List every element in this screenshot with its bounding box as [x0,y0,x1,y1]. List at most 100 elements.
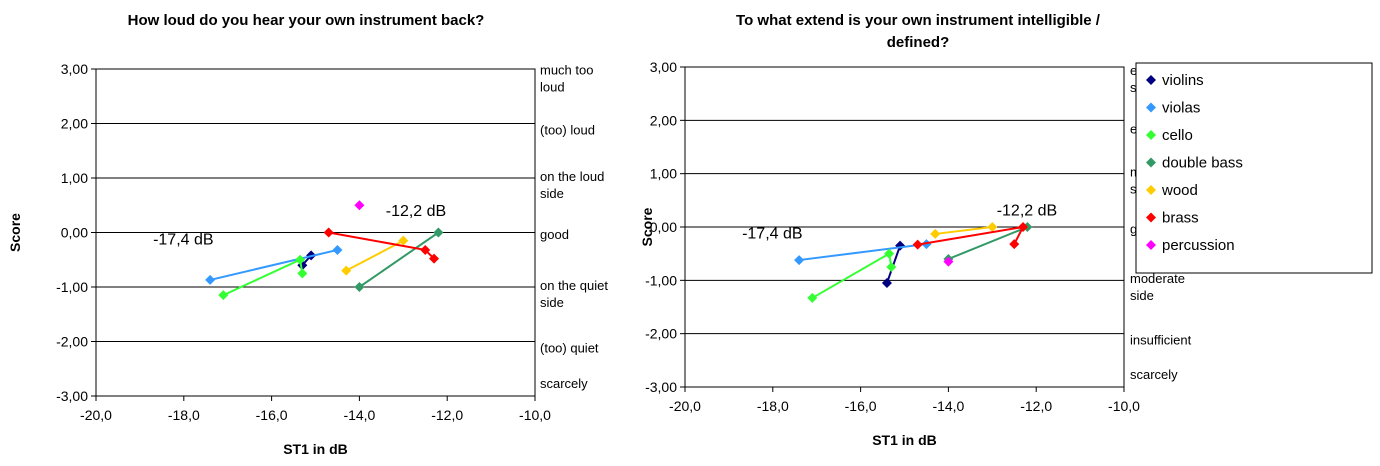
series-line [948,226,1028,260]
series-wood [930,222,998,239]
data-annotation: -17,4 dB [153,231,213,248]
y-tick-label: 3,00 [650,59,677,75]
legend-label: cello [1162,127,1193,144]
y-tick-label: -1,00 [56,279,88,295]
x-tick-label: -12,0 [1020,398,1052,414]
x-tick-label: -10,0 [519,407,551,423]
y-tick-label: 2,00 [61,116,88,132]
right-scale-label: moderate side [1130,271,1185,303]
legend-label: violas [1162,100,1200,117]
data-point [943,256,954,267]
x-tick-label: -14,0 [932,398,964,414]
series-line [209,248,338,281]
data-point [1009,239,1020,250]
right-scale-label: on the loud side [540,169,604,201]
data-point [398,235,409,246]
series-line [222,258,304,297]
x-axis-title: ST1 in dB [283,441,348,457]
legend-marker [1146,240,1156,250]
y-axis-title: Score [7,213,23,252]
right-scale-label: scarcely [1130,367,1178,382]
x-axis-title: ST1 in dB [872,432,937,448]
legend-label: wood [1161,182,1198,199]
x-tick-label: -18,0 [168,407,200,423]
data-annotation: -12,2 dB [386,203,446,220]
right-scale-label: good [540,227,569,242]
right-scale-label: (too) loud [540,122,595,137]
y-tick-label: 0,00 [650,219,677,235]
chart-title: defined? [887,34,950,51]
x-tick-label: -20,0 [669,398,701,414]
series-line [799,243,927,262]
series-brass [912,222,1029,250]
series-line [345,239,404,272]
legend-label: double bass [1162,155,1243,172]
right-scale-label: much too loud [540,63,593,95]
data-point [341,265,352,276]
data-point [794,255,805,266]
series-violas [205,244,343,285]
data-point [987,222,998,232]
y-tick-label: 0,00 [61,225,88,241]
right-scale-label: on the quiet side [540,278,608,310]
series-wood [341,235,409,276]
data-point [354,282,365,292]
series-line [811,252,893,299]
data-point [205,274,216,285]
data-point [354,200,365,211]
chart-2: To what extend is your own instrument in… [639,12,1192,448]
series-cello [807,248,897,303]
legend-label: brass [1162,210,1199,227]
y-tick-label: 1,00 [650,166,677,182]
series-percussion [354,200,365,211]
series-violas [794,239,932,266]
y-tick-label: -2,00 [56,334,88,350]
data-point [332,244,343,255]
data-point [930,228,941,239]
legend-marker [1146,212,1156,223]
data-point [218,290,229,301]
data-point [881,278,892,288]
data-point [429,253,440,264]
data-point [295,254,306,265]
y-tick-label: -1,00 [645,272,677,288]
data-point [433,227,444,238]
chart-title: How loud do you hear your own instrument… [128,12,485,29]
legend: violins violas cello double bass wood brass pe… [1135,62,1373,274]
y-tick-label: 1,00 [61,170,88,186]
legend-marker [1146,75,1156,85]
x-tick-label: -18,0 [757,398,789,414]
y-tick-label: 2,00 [650,112,677,128]
data-annotation: -17,4 dB [742,226,802,243]
x-tick-label: -10,0 [1108,398,1140,414]
series-double-bass [354,227,444,292]
y-tick-label: -2,00 [645,326,677,342]
right-scale-label: scarcely [540,376,588,391]
series-cello [218,254,308,301]
legend-marker [1146,102,1156,113]
legend-box [1135,62,1373,274]
data-point [886,262,897,272]
legend-label: violins [1162,72,1204,89]
y-tick-label: 3,00 [61,61,88,77]
chart-title: To what extend is your own instrument in… [736,12,1101,29]
chart-1: How loud do you hear your own instrument… [7,12,608,457]
series-line [358,231,439,288]
data-point [297,268,308,279]
right-scale-label: insufficient [1130,332,1192,347]
right-scale-label: (too) quiet [540,340,599,355]
x-tick-label: -16,0 [845,398,877,414]
data-point [884,248,895,259]
series-line [935,226,993,235]
data-point [912,239,923,250]
legend-label: percussion [1162,237,1235,254]
y-tick-label: -3,00 [645,379,677,395]
x-tick-label: -20,0 [80,407,112,423]
data-point [323,227,334,238]
x-tick-label: -14,0 [343,407,375,423]
series-percussion [943,256,954,267]
legend-marker [1146,130,1156,140]
data-point [1018,222,1029,232]
